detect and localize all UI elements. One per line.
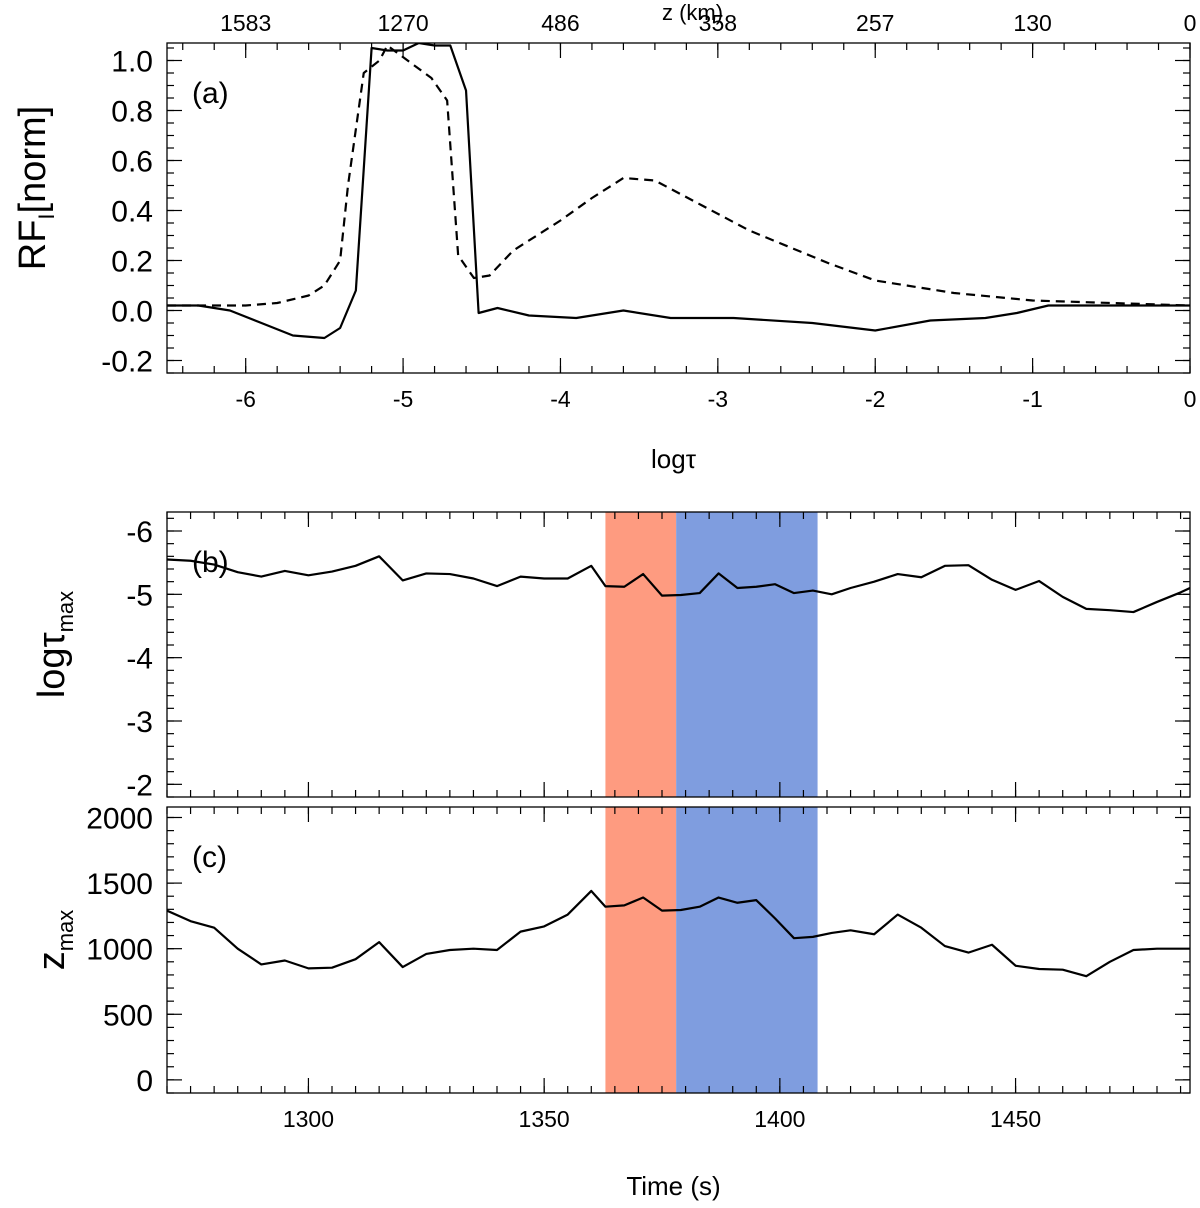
y-axis-title-main: logτ bbox=[31, 632, 73, 698]
y-tick-label: 2000 bbox=[86, 802, 153, 835]
x-tick-label: -2 bbox=[865, 386, 885, 412]
y-tick-label: 0.2 bbox=[111, 246, 153, 279]
y-tick-label: 1000 bbox=[86, 934, 153, 967]
axis-frame bbox=[166, 806, 1191, 1094]
y-axis-title-main: z bbox=[31, 951, 73, 970]
y-axis-title-sub: max bbox=[53, 910, 78, 952]
top-axis-title: z (km) bbox=[662, 0, 723, 25]
panel-label: (b) bbox=[192, 546, 229, 579]
panel-a: -6 -5 -4 -3 -2 -1 0 -0.2 0.0 0.2 0.4 0.6 0.8 1.0 1583 1… bbox=[12, 0, 1196, 474]
y-axis-title-sub: max bbox=[53, 591, 78, 633]
y-tick-label: 0.6 bbox=[111, 146, 153, 179]
top-tick-label: 130 bbox=[1013, 10, 1051, 36]
panel-c: 1300 1350 1400 1450 0 500 1000 1500 2000 (c) Time … bbox=[31, 802, 1191, 1201]
y-axis-title-main: RF bbox=[12, 220, 54, 271]
y-tick-label: 0.0 bbox=[111, 296, 153, 329]
top-tick-label: 257 bbox=[856, 10, 894, 36]
top-tick-label: 358 bbox=[699, 10, 737, 36]
axis-frame bbox=[166, 42, 1191, 374]
shaded-region-red bbox=[605, 512, 677, 797]
y-tick-label: -3 bbox=[126, 706, 153, 739]
y-axis-title-sub: I bbox=[34, 213, 59, 219]
x-axis-title: logτ bbox=[651, 444, 697, 474]
y-tick-label: 0.4 bbox=[111, 196, 153, 229]
shaded-region-blue bbox=[676, 512, 818, 797]
x-tick-label: -4 bbox=[550, 386, 571, 412]
x-tick-label: 1350 bbox=[519, 1106, 570, 1132]
y-tick-label: -2 bbox=[126, 769, 153, 802]
x-axis-title: Time (s) bbox=[626, 1171, 720, 1201]
panel-label: (a) bbox=[192, 77, 229, 110]
x-tick-label: 1450 bbox=[990, 1106, 1041, 1132]
x-tick-label: -6 bbox=[235, 386, 255, 412]
x-tick-label: 0 bbox=[1184, 386, 1197, 412]
y-tick-label: 1500 bbox=[86, 868, 153, 901]
top-tick-label: 0 bbox=[1184, 10, 1197, 36]
top-tick-label: 1270 bbox=[377, 10, 428, 36]
x-tick-label: -1 bbox=[1022, 386, 1042, 412]
x-tick-label: -5 bbox=[393, 386, 413, 412]
y-tick-label: 500 bbox=[103, 999, 153, 1032]
panel-label: (c) bbox=[192, 841, 227, 874]
x-tick-label: 1300 bbox=[283, 1106, 334, 1132]
x-tick-label: 1400 bbox=[754, 1106, 805, 1132]
series-logtau_max-line bbox=[167, 555, 1190, 614]
series-z_max-line bbox=[167, 889, 1190, 978]
y-tick-label: -4 bbox=[126, 643, 153, 676]
y-tick-label: 0.8 bbox=[111, 96, 153, 129]
series-dashed-line bbox=[167, 44, 1190, 307]
y-axis-title: zmax bbox=[31, 910, 78, 971]
y-axis-title: logτmax bbox=[31, 591, 78, 698]
panel-b: -6 -5 -4 -3 -2 (b) logτmax bbox=[31, 511, 1191, 802]
shaded-region-red bbox=[605, 807, 677, 1093]
y-tick-label: -0.2 bbox=[101, 346, 153, 379]
shaded-region-blue bbox=[676, 807, 818, 1093]
series-solid-line bbox=[167, 43, 1190, 340]
y-axis-title: RFI[norm] bbox=[12, 106, 59, 270]
y-tick-label: 0 bbox=[136, 1065, 153, 1098]
y-axis-title-rest: [norm] bbox=[12, 106, 54, 214]
y-tick-label: -6 bbox=[126, 516, 153, 549]
x-tick-label: -3 bbox=[708, 386, 728, 412]
top-tick-label: 1583 bbox=[220, 10, 271, 36]
axis-frame bbox=[166, 511, 1191, 798]
y-tick-label: 1.0 bbox=[111, 46, 153, 79]
y-tick-label: -5 bbox=[126, 579, 153, 612]
top-tick-label: 486 bbox=[541, 10, 579, 36]
